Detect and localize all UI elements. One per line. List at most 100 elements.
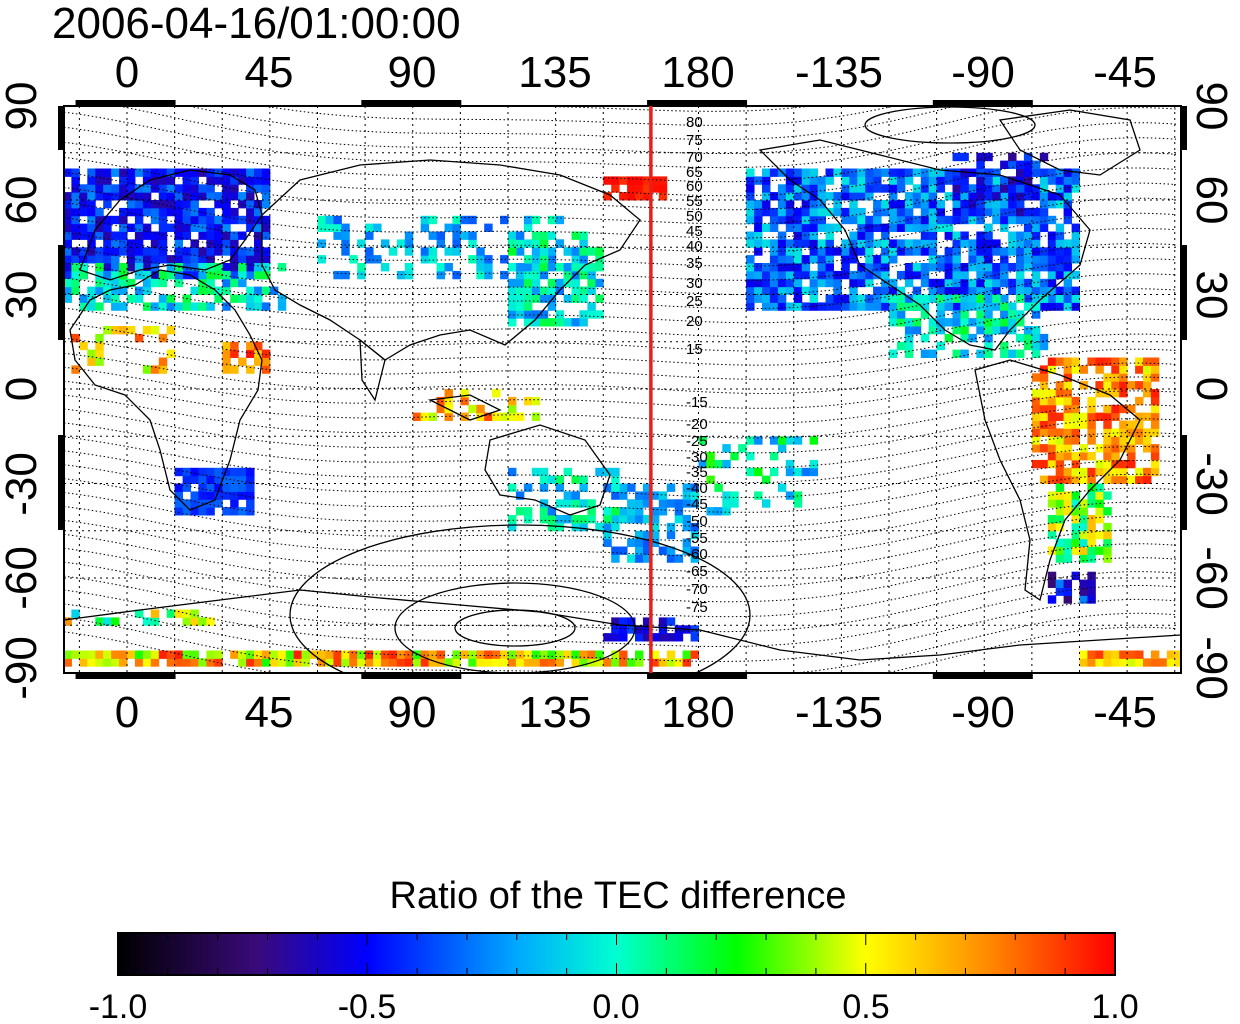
tec-cell <box>1047 436 1057 445</box>
tec-cell <box>611 176 620 185</box>
tec-cell <box>381 263 390 272</box>
tec-cell <box>1143 373 1152 382</box>
tec-cell <box>230 341 239 351</box>
tec-cell <box>341 247 350 256</box>
tec-cell <box>1071 452 1081 461</box>
tec-cell <box>912 215 922 225</box>
tec-cell <box>119 326 128 335</box>
dip-label: 80 <box>686 114 703 131</box>
tec-cell <box>992 200 1001 209</box>
tec-cell <box>158 255 168 264</box>
tec-cell <box>1047 294 1057 303</box>
dip-label: -20 <box>686 416 708 433</box>
tec-cell <box>333 215 342 225</box>
tec-cell <box>603 530 612 540</box>
tec-cell <box>936 302 946 311</box>
tec-cell <box>64 168 72 177</box>
tec-cell <box>531 278 541 288</box>
tec-cell <box>357 239 366 248</box>
tec-cell <box>1150 650 1160 659</box>
tec-cell <box>214 658 223 667</box>
tec-cell <box>801 184 811 193</box>
tec-cell <box>174 215 184 225</box>
tec-cell <box>531 310 541 319</box>
tec-cell <box>1031 160 1041 169</box>
tec-cell <box>246 207 255 217</box>
tec-cell <box>1039 286 1049 295</box>
tec-cell <box>849 184 858 193</box>
tec-cell <box>642 515 652 524</box>
tec-cell <box>182 650 192 659</box>
tec-cell <box>833 223 842 232</box>
tec-cell <box>158 192 168 201</box>
tec-cell <box>793 294 803 303</box>
tec-cell <box>793 255 803 264</box>
tec-cell <box>1055 459 1065 469</box>
tec-cell <box>1071 286 1081 295</box>
tec-cell <box>428 231 438 240</box>
tec-cell <box>508 404 517 414</box>
tec-cell <box>1023 192 1033 201</box>
tec-cell <box>1000 184 1009 193</box>
tec-cell <box>627 625 636 634</box>
tec-cell <box>1095 530 1104 540</box>
dip-contour <box>64 107 1177 169</box>
tec-cell <box>944 302 954 311</box>
tec-cell <box>111 255 120 264</box>
tec-cell <box>1071 467 1081 477</box>
tec-cell <box>817 255 827 264</box>
tec-cell <box>1071 176 1081 185</box>
tec-cell <box>706 475 715 484</box>
tec-cell <box>1031 294 1041 303</box>
tec-cell <box>555 658 565 667</box>
tec-cell <box>976 152 985 162</box>
tec-cell <box>1000 255 1009 264</box>
tec-cell <box>960 349 969 358</box>
dip-contour <box>64 243 1177 296</box>
tec-cell <box>111 247 120 256</box>
tec-cell <box>1055 499 1065 508</box>
tec-cell <box>1150 357 1160 366</box>
lon-tick-label: -45 <box>1093 48 1157 97</box>
tec-cell <box>1031 420 1041 429</box>
tec-cell <box>904 302 914 311</box>
tec-cell <box>952 310 961 319</box>
tec-cell <box>79 658 88 667</box>
tec-cell <box>523 270 533 280</box>
tec-cell <box>182 223 192 232</box>
tec-cell <box>881 200 890 209</box>
tec-cell <box>976 247 985 256</box>
tec-cell <box>857 231 866 240</box>
tec-cell <box>1039 192 1049 201</box>
tec-cell <box>261 349 271 358</box>
tec-cell <box>619 491 628 500</box>
tec-cell <box>904 215 914 225</box>
lat-labels-left: 90 60 30 0 -30 -60 -90 <box>0 82 46 700</box>
tec-cell <box>134 294 144 303</box>
tec-cell <box>944 192 954 201</box>
tec-cell <box>277 294 287 303</box>
tec-cell <box>658 546 668 555</box>
tec-cell <box>174 491 184 500</box>
tec-cell <box>793 499 803 508</box>
tec-cell <box>595 263 604 272</box>
tec-cell <box>277 658 287 667</box>
coastline <box>974 359 1141 602</box>
tec-cell <box>254 302 263 311</box>
tec-cell <box>642 538 652 547</box>
tec-cell <box>190 176 199 185</box>
tec-cell <box>793 263 803 272</box>
tec-cell <box>1031 286 1041 295</box>
tec-cell <box>825 255 834 264</box>
tec-cell <box>134 192 144 201</box>
tec-cell <box>849 270 858 280</box>
tec-cell <box>357 650 366 659</box>
tec-cell <box>1016 278 1025 288</box>
tec-cell <box>555 499 565 508</box>
tec-cell <box>190 609 199 618</box>
tec-cell <box>119 650 128 659</box>
tec-cell <box>603 538 612 547</box>
tec-cell <box>119 286 128 295</box>
tec-cell <box>952 168 961 177</box>
tec-cell <box>635 515 644 524</box>
